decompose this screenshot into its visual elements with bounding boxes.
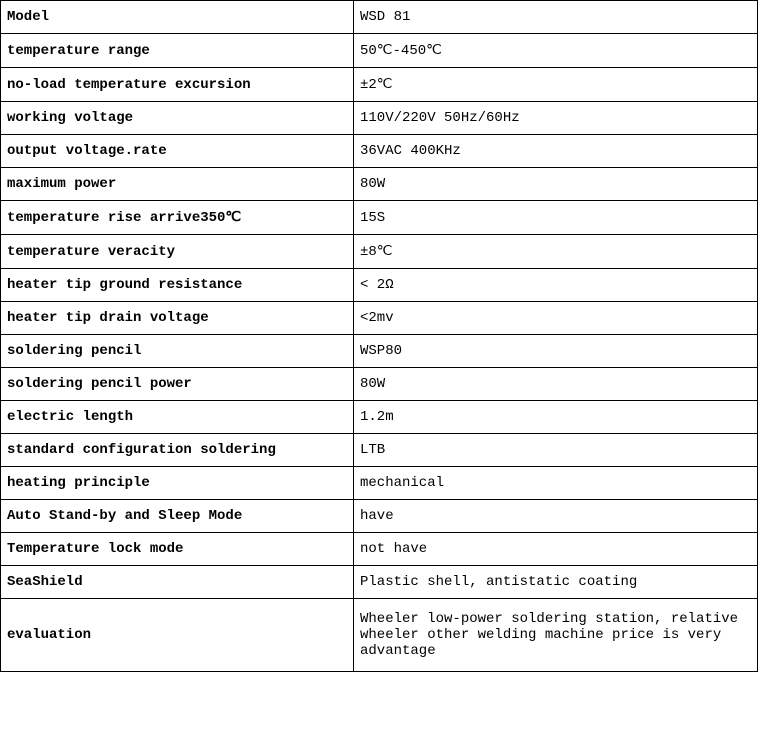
spec-label: maximum power xyxy=(1,168,354,201)
spec-label: soldering pencil power xyxy=(1,368,354,401)
spec-label: temperature rise arrive350℃ xyxy=(1,201,354,235)
table-row: evaluationWheeler low-power soldering st… xyxy=(1,599,758,672)
spec-value: ±8℃ xyxy=(354,235,758,269)
spec-label: Temperature lock mode xyxy=(1,533,354,566)
spec-value: 80W xyxy=(354,368,758,401)
table-row: electric length1.2m xyxy=(1,401,758,434)
table-row: no-load temperature excursion±2℃ xyxy=(1,68,758,102)
table-row: temperature range50℃-450℃ xyxy=(1,34,758,68)
spec-table: ModelWSD 81temperature range50℃-450℃no-l… xyxy=(0,0,758,672)
table-row: Temperature lock modenot have xyxy=(1,533,758,566)
spec-value: not have xyxy=(354,533,758,566)
table-row: output voltage.rate36VAC 400KHz xyxy=(1,135,758,168)
spec-label: working voltage xyxy=(1,102,354,135)
spec-value: < 2Ω xyxy=(354,269,758,302)
spec-value: 80W xyxy=(354,168,758,201)
spec-value: <2mv xyxy=(354,302,758,335)
spec-value: WSP80 xyxy=(354,335,758,368)
spec-label: SeaShield xyxy=(1,566,354,599)
spec-label: temperature range xyxy=(1,34,354,68)
table-row: standard configuration solderingLTB xyxy=(1,434,758,467)
table-row: SeaShieldPlastic shell, antistatic coati… xyxy=(1,566,758,599)
spec-value: 50℃-450℃ xyxy=(354,34,758,68)
table-row: maximum power80W xyxy=(1,168,758,201)
table-row: working voltage110V/220V 50Hz/60Hz xyxy=(1,102,758,135)
spec-table-body: ModelWSD 81temperature range50℃-450℃no-l… xyxy=(1,1,758,672)
spec-value: LTB xyxy=(354,434,758,467)
spec-label: heater tip ground resistance xyxy=(1,269,354,302)
spec-value: 110V/220V 50Hz/60Hz xyxy=(354,102,758,135)
spec-label: standard configuration soldering xyxy=(1,434,354,467)
table-row: heater tip ground resistance< 2Ω xyxy=(1,269,758,302)
spec-label: electric length xyxy=(1,401,354,434)
table-row: heater tip drain voltage<2mv xyxy=(1,302,758,335)
spec-label: output voltage.rate xyxy=(1,135,354,168)
table-row: soldering pencilWSP80 xyxy=(1,335,758,368)
table-row: heating principlemechanical xyxy=(1,467,758,500)
spec-value: 1.2m xyxy=(354,401,758,434)
spec-value: WSD 81 xyxy=(354,1,758,34)
spec-value: have xyxy=(354,500,758,533)
table-row: soldering pencil power80W xyxy=(1,368,758,401)
spec-label: temperature veracity xyxy=(1,235,354,269)
spec-value: Wheeler low-power soldering station, rel… xyxy=(354,599,758,672)
spec-label: Auto Stand-by and Sleep Mode xyxy=(1,500,354,533)
table-row: temperature veracity±8℃ xyxy=(1,235,758,269)
table-row: Auto Stand-by and Sleep Mode have xyxy=(1,500,758,533)
spec-label: heater tip drain voltage xyxy=(1,302,354,335)
spec-label: evaluation xyxy=(1,599,354,672)
spec-label: no-load temperature excursion xyxy=(1,68,354,102)
table-row: temperature rise arrive350℃15S xyxy=(1,201,758,235)
spec-label: soldering pencil xyxy=(1,335,354,368)
spec-value: ±2℃ xyxy=(354,68,758,102)
spec-value: mechanical xyxy=(354,467,758,500)
table-row: ModelWSD 81 xyxy=(1,1,758,34)
spec-value: 15S xyxy=(354,201,758,235)
spec-value: 36VAC 400KHz xyxy=(354,135,758,168)
spec-value: Plastic shell, antistatic coating xyxy=(354,566,758,599)
spec-label: Model xyxy=(1,1,354,34)
spec-label: heating principle xyxy=(1,467,354,500)
